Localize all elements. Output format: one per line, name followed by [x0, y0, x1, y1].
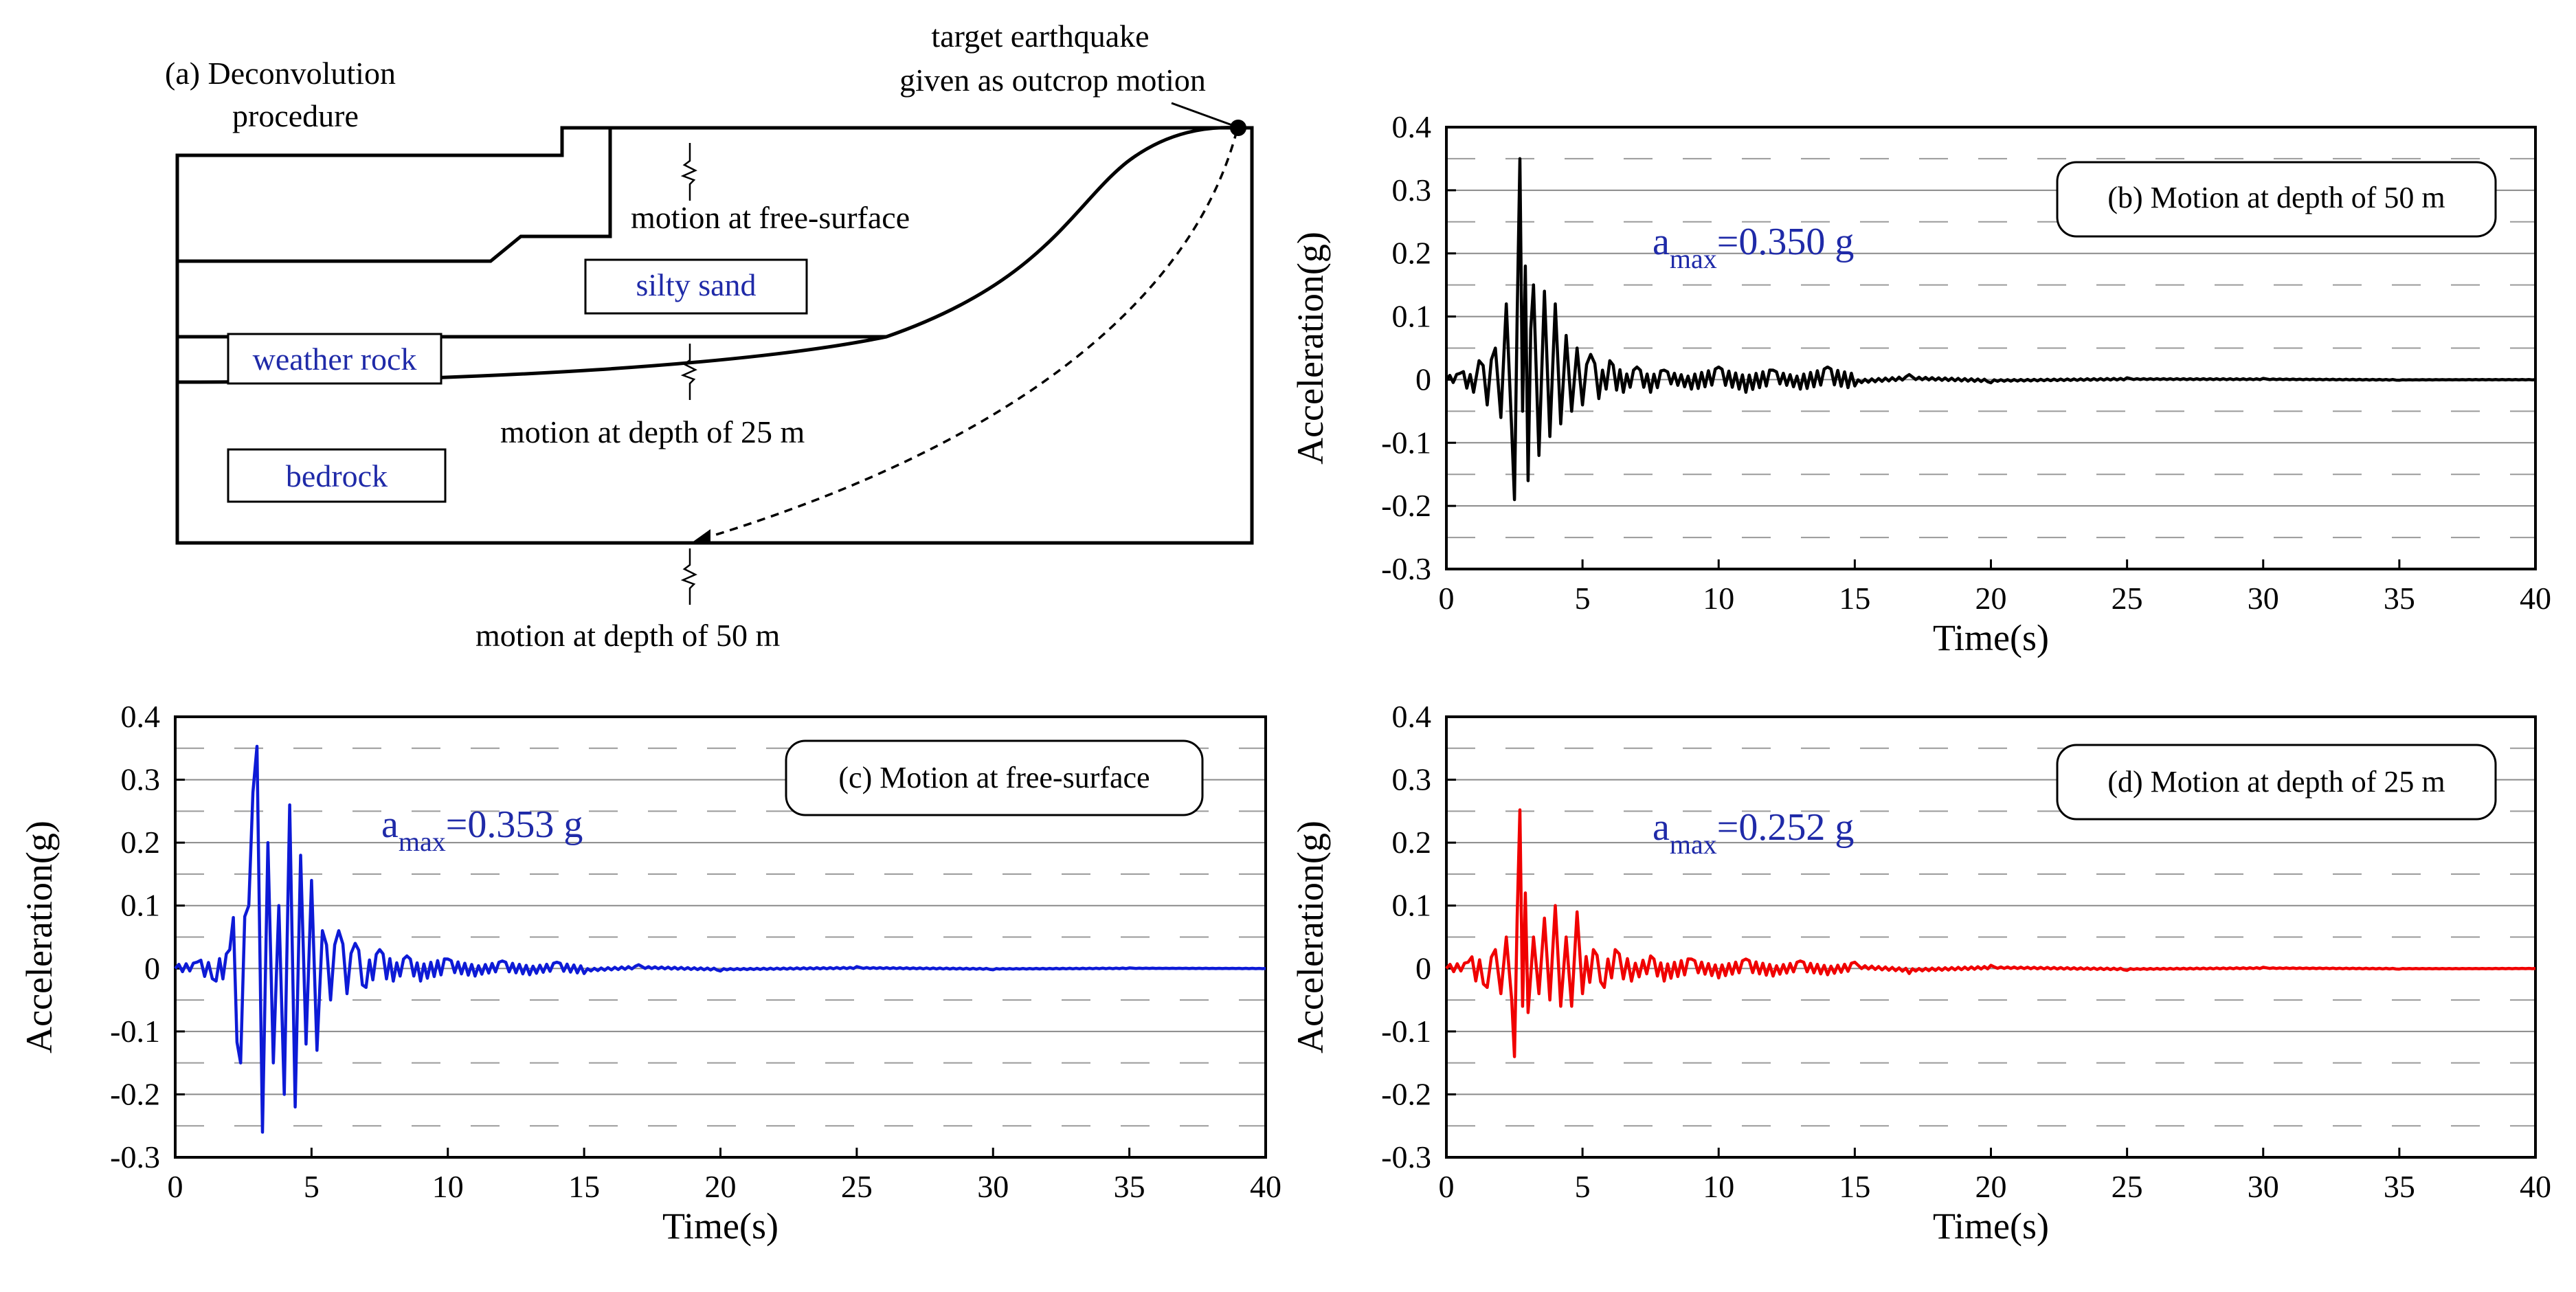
depth50-wave-icon — [680, 548, 697, 605]
x-tick-label: 15 — [1839, 1169, 1870, 1204]
depth25-label: motion at depth of 25 m — [500, 414, 805, 449]
depth25-wave-icon — [680, 344, 697, 400]
structure-block — [562, 126, 612, 238]
x-tick-label: 25 — [841, 1169, 873, 1204]
y-axis-label: Acceleration(g) — [1290, 821, 1331, 1054]
x-tick-label: 35 — [2384, 1169, 2415, 1204]
y-tick-label: -0.3 — [110, 1139, 160, 1174]
x-tick-label: 30 — [977, 1169, 1009, 1204]
weather-rock-box — [227, 333, 443, 385]
y-tick-label: 0.4 — [1392, 699, 1432, 734]
y-axis-label: Acceleration(g) — [1290, 232, 1331, 465]
amax-annotation: amax=0.350 g — [1653, 221, 1854, 274]
x-tick-label: 15 — [1839, 581, 1870, 616]
chart-panel-d: -0.3 -0.2 -0.1 0 0.1 0.2 0.3 0.4 0 5 10 15 20 25 30 35 4… — [1290, 699, 2551, 1247]
y-tick-label: 0.2 — [1392, 825, 1432, 860]
depth50-label: motion at depth of 50 m — [475, 618, 781, 653]
y-tick-label: 0 — [1415, 950, 1431, 985]
y-tick-label: 0.4 — [121, 699, 161, 734]
x-tick-label: 30 — [2248, 1169, 2279, 1204]
x-tick-label: 5 — [1575, 1169, 1591, 1204]
x-tick-label: 5 — [304, 1169, 320, 1204]
chart-title-box — [2056, 161, 2497, 238]
series-line-depth-50-m — [1445, 157, 2536, 502]
x-axis-label: Time(s) — [662, 1205, 779, 1247]
x-tick-label: 25 — [2112, 581, 2143, 616]
y-axis-label: Acceleration(g) — [19, 821, 60, 1054]
deconvolution-diagram: (a) Deconvolution procedure target earth… — [165, 19, 1254, 653]
x-tick-label: 30 — [2248, 581, 2279, 616]
downward-wave-path — [697, 130, 1238, 542]
y-tick-label: -0.2 — [1381, 488, 1431, 523]
x-axis-label: Time(s) — [1933, 1205, 2049, 1247]
y-tick-label: -0.1 — [1381, 1014, 1431, 1049]
x-tick-label: 0 — [168, 1169, 183, 1204]
y-tick-label: 0.3 — [1392, 762, 1432, 797]
downward-wave-arrowhead — [691, 529, 710, 543]
weather-rock-label: weather rock — [253, 342, 417, 377]
x-tick-label: 20 — [1975, 581, 2007, 616]
x-tick-label: 40 — [2520, 1169, 2551, 1204]
x-tick-label: 35 — [1114, 1169, 1145, 1204]
target-pointer-line — [1171, 102, 1233, 126]
y-tick-label: 0.4 — [1392, 109, 1432, 144]
target-label-line2: given as outcrop motion — [899, 63, 1206, 98]
y-tick-label: -0.1 — [110, 1014, 160, 1049]
x-tick-label: 35 — [2384, 581, 2415, 616]
x-tick-label: 10 — [432, 1169, 464, 1204]
silty-sand-label: silty sand — [636, 267, 756, 302]
chart-title: (d) Motion at depth of 25 m — [2107, 765, 2445, 799]
chart-title-box — [785, 739, 1204, 816]
x-tick-label: 40 — [2520, 581, 2551, 616]
soil-model-outline — [175, 126, 1254, 545]
y-tick-label: 0.1 — [1392, 299, 1432, 334]
chart-title-box — [2056, 744, 2497, 821]
x-tick-label: 40 — [1250, 1169, 1281, 1204]
ground-surface-line — [177, 234, 610, 263]
y-tick-label: 0.2 — [121, 825, 161, 860]
x-tick-label: 5 — [1575, 581, 1591, 616]
series-line-free-surface — [174, 744, 1266, 1134]
x-tick-label: 0 — [1439, 581, 1455, 616]
y-tick-label: 0 — [1415, 361, 1431, 397]
series-line-depth-25-m — [1445, 808, 2536, 1058]
x-tick-label: 20 — [1975, 1169, 2007, 1204]
x-tick-label: 10 — [1703, 1169, 1734, 1204]
target-point-icon — [1230, 120, 1246, 136]
y-tick-label: -0.1 — [1381, 425, 1431, 460]
chart-title: (c) Motion at free-surface — [838, 761, 1150, 794]
y-tick-label: -0.3 — [1381, 1139, 1431, 1174]
silty-sand-box — [584, 258, 808, 315]
free-surface-label: motion at free-surface — [631, 200, 910, 235]
chart-title: (b) Motion at depth of 50 m — [2107, 181, 2445, 214]
y-tick-label: 0.1 — [121, 888, 161, 923]
x-tick-label: 25 — [2112, 1169, 2143, 1204]
x-tick-label: 0 — [1439, 1169, 1455, 1204]
diagram-title-line2: procedure — [232, 98, 359, 133]
y-tick-label: 0.2 — [1392, 236, 1432, 271]
chart-panel-b: -0.3 -0.2 -0.1 0 0.1 0.2 0.3 0.4 0 5 10 15 20 25 30 35 4… — [1290, 109, 2551, 658]
x-tick-label: 10 — [1703, 581, 1734, 616]
upward-wave-path — [177, 126, 1237, 384]
y-tick-label: 0.3 — [1392, 172, 1432, 208]
diagram-title-line1: (a) Deconvolution — [165, 56, 396, 91]
y-tick-label: -0.3 — [1381, 551, 1431, 586]
bedrock-label: bedrock — [286, 458, 388, 493]
y-tick-label: 0.3 — [121, 762, 161, 797]
amax-annotation: amax=0.353 g — [381, 803, 583, 857]
y-tick-label: -0.2 — [1381, 1076, 1431, 1111]
target-label-line1: target earthquake — [931, 19, 1149, 54]
y-tick-label: 0 — [144, 950, 160, 985]
y-tick-label: -0.2 — [110, 1076, 160, 1111]
x-tick-label: 20 — [705, 1169, 737, 1204]
y-tick-label: 0.1 — [1392, 888, 1432, 923]
amax-annotation: amax=0.252 g — [1653, 806, 1854, 860]
chart-panel-c: -0.3 -0.2 -0.1 0 0.1 0.2 0.3 0.4 0 5 10 15 20 25 30 35 4… — [19, 699, 1281, 1247]
x-axis-label: Time(s) — [1933, 617, 2049, 658]
free-surface-wave-icon — [680, 143, 697, 201]
bedrock-box — [227, 448, 447, 503]
x-tick-label: 15 — [568, 1169, 600, 1204]
